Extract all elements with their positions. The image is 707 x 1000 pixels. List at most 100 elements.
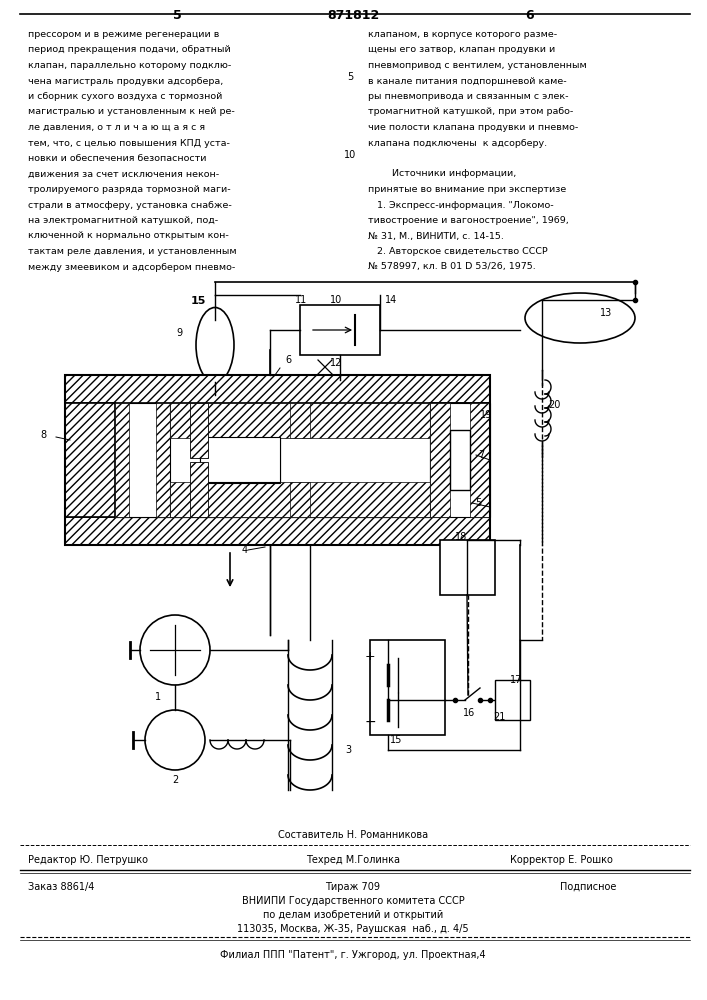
Text: 2: 2 <box>172 775 178 785</box>
Text: 5: 5 <box>475 498 481 508</box>
Text: +: + <box>365 650 375 663</box>
Text: 6: 6 <box>285 355 291 365</box>
Text: 10: 10 <box>344 150 356 160</box>
Text: прессором и в режиме регенерации в: прессором и в режиме регенерации в <box>28 30 219 39</box>
Text: щены его затвор, клапан продувки и: щены его затвор, клапан продувки и <box>368 45 555 54</box>
Text: ВНИИПИ Государственного комитета СССР: ВНИИПИ Государственного комитета СССР <box>242 896 464 906</box>
Text: 11: 11 <box>295 295 308 305</box>
Bar <box>495 680 530 720</box>
Text: 10: 10 <box>330 295 342 305</box>
Text: −: − <box>365 715 377 729</box>
Text: 1. Экспресс-информация. "Локомо-: 1. Экспресс-информация. "Локомо- <box>368 200 554 210</box>
Text: тактам реле давления, и установленным: тактам реле давления, и установленным <box>28 247 237 256</box>
Text: 13: 13 <box>600 308 612 318</box>
Bar <box>115 403 170 517</box>
Bar <box>170 403 430 517</box>
Text: ле давления, о т л и ч а ю щ а я с я: ле давления, о т л и ч а ю щ а я с я <box>28 123 205 132</box>
Text: 2. Авторское свидетельство СССР: 2. Авторское свидетельство СССР <box>368 247 548 256</box>
Text: Техред М.Голинка: Техред М.Голинка <box>306 855 400 865</box>
Text: магистралью и установленным к ней ре-: магистралью и установленным к ней ре- <box>28 107 235 116</box>
Bar <box>470 403 490 517</box>
Text: в канале питания подпоршневой каме-: в канале питания подпоршневой каме- <box>368 77 566 86</box>
Bar <box>450 430 470 490</box>
Text: 3: 3 <box>345 745 351 755</box>
Text: 5: 5 <box>173 9 182 22</box>
Text: 7: 7 <box>478 450 484 460</box>
Bar <box>170 482 430 517</box>
Bar <box>430 403 490 517</box>
Text: и сборник сухого воздуха с тормозной: и сборник сухого воздуха с тормозной <box>28 92 223 101</box>
Bar <box>430 403 450 517</box>
Text: 12: 12 <box>330 358 342 368</box>
Text: 5: 5 <box>347 73 353 83</box>
Circle shape <box>140 615 210 685</box>
Text: Филиал ППП "Патент", г. Ужгород, ул. Проектная,4: Филиал ППП "Патент", г. Ужгород, ул. Про… <box>220 950 486 960</box>
Text: по делам изобретений и открытий: по делам изобретений и открытий <box>263 910 443 920</box>
Text: ры пневмопривода и связанным с элек-: ры пневмопривода и связанным с элек- <box>368 92 568 101</box>
Text: на электромагнитной катушкой, под-: на электромагнитной катушкой, под- <box>28 216 218 225</box>
Text: принятые во внимание при экспертизе: принятые во внимание при экспертизе <box>368 185 566 194</box>
Bar <box>190 462 208 517</box>
Text: 9: 9 <box>176 328 182 338</box>
Text: тем, что, с целью повышения КПД уста-: тем, что, с целью повышения КПД уста- <box>28 138 230 147</box>
Text: 19: 19 <box>480 410 492 420</box>
Text: 8: 8 <box>40 430 46 440</box>
Ellipse shape <box>196 308 234 382</box>
Text: 16: 16 <box>463 708 475 718</box>
Bar <box>430 403 490 517</box>
Text: 14: 14 <box>385 295 397 305</box>
Text: 6: 6 <box>526 9 534 22</box>
Text: Источники информации,: Источники информации, <box>368 169 516 178</box>
Text: 4: 4 <box>242 545 248 555</box>
Text: 1: 1 <box>155 692 161 702</box>
Bar <box>156 403 170 517</box>
Bar <box>65 375 490 403</box>
Ellipse shape <box>525 293 635 343</box>
Text: № 31, М., ВИНИТИ, с. 14-15.: № 31, М., ВИНИТИ, с. 14-15. <box>368 232 504 240</box>
Text: Редактор Ю. Петрушко: Редактор Ю. Петрушко <box>28 855 148 865</box>
Text: между змеевиком и адсорбером пневмо-: между змеевиком и адсорбером пневмо- <box>28 262 235 271</box>
Bar <box>200 437 280 482</box>
Text: пневмопривод с вентилем, установленным: пневмопривод с вентилем, установленным <box>368 61 587 70</box>
Text: 15: 15 <box>190 296 206 306</box>
Text: ключенной к нормально открытым кон-: ключенной к нормально открытым кон- <box>28 232 229 240</box>
Text: 21: 21 <box>493 712 506 722</box>
Bar <box>440 540 495 595</box>
Text: чие полости клапана продувки и пневмо-: чие полости клапана продувки и пневмо- <box>368 123 578 132</box>
Bar <box>300 305 380 355</box>
Text: Тираж 709: Тираж 709 <box>325 882 380 892</box>
Bar <box>190 403 208 458</box>
Text: 871812: 871812 <box>327 9 379 22</box>
Text: Заказ 8861/4: Заказ 8861/4 <box>28 882 94 892</box>
Bar <box>115 403 129 517</box>
Text: тивостроение и вагоностроение", 1969,: тивостроение и вагоностроение", 1969, <box>368 216 568 225</box>
Text: 17: 17 <box>510 675 522 685</box>
Text: чена магистраль продувки адсорбера,: чена магистраль продувки адсорбера, <box>28 77 223 86</box>
Bar <box>115 403 430 517</box>
Text: тромагнитной катушкой, при этом рабо-: тромагнитной катушкой, при этом рабо- <box>368 107 573 116</box>
Text: № 578997, кл. В 01 D 53/26, 1975.: № 578997, кл. В 01 D 53/26, 1975. <box>368 262 536 271</box>
Text: период прекращения подачи, обратный: период прекращения подачи, обратный <box>28 45 230 54</box>
Text: Корректор Е. Рошко: Корректор Е. Рошко <box>510 855 613 865</box>
Bar <box>290 482 310 517</box>
Bar <box>200 438 280 483</box>
Text: клапана подключены  к адсорберу.: клапана подключены к адсорберу. <box>368 138 547 147</box>
Text: страли в атмосферу, установка снабже-: страли в атмосферу, установка снабже- <box>28 200 232 210</box>
Bar <box>65 517 490 545</box>
Text: тролируемого разряда тормозной маги-: тролируемого разряда тормозной маги- <box>28 185 230 194</box>
Text: Подписное: Подписное <box>560 882 617 892</box>
Text: 18: 18 <box>455 532 467 542</box>
Text: клапан, параллельно которому подклю-: клапан, параллельно которому подклю- <box>28 61 231 70</box>
Bar <box>170 403 430 438</box>
Circle shape <box>145 710 205 770</box>
Bar <box>65 375 490 545</box>
Text: Составитель Н. Романникова: Составитель Н. Романникова <box>278 830 428 840</box>
Bar <box>65 403 115 517</box>
Text: 113035, Москва, Ж-35, Раушская  наб., д. 4/5: 113035, Москва, Ж-35, Раушская наб., д. … <box>237 924 469 934</box>
Bar <box>370 640 445 735</box>
Text: 15: 15 <box>390 735 402 745</box>
Text: клапаном, в корпусе которого разме-: клапаном, в корпусе которого разме- <box>368 30 557 39</box>
Bar <box>290 403 310 438</box>
Text: 20: 20 <box>548 400 561 410</box>
Text: движения за счет исключения некон-: движения за счет исключения некон- <box>28 169 219 178</box>
